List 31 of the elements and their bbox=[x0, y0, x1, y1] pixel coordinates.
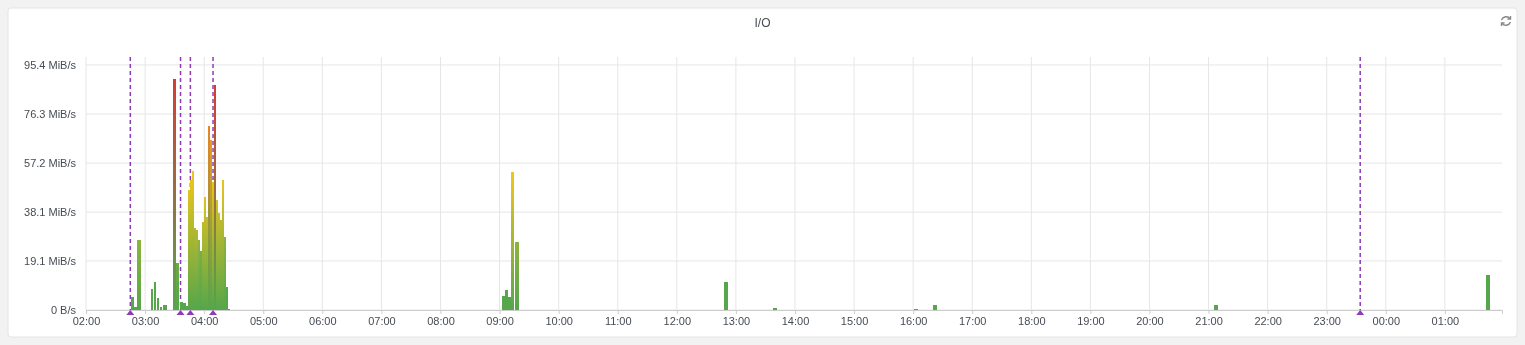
x-tick-label: 17:00 bbox=[958, 314, 987, 327]
x-tick-label: 18:00 bbox=[1018, 314, 1046, 327]
x-tick-label: 04:00 bbox=[190, 314, 219, 327]
x-tick-label: 07:00 bbox=[368, 314, 396, 327]
x-tick-label: 21:00 bbox=[1195, 314, 1223, 327]
x-tick-label: 11:00 bbox=[604, 314, 632, 327]
x-tick-label: 06:00 bbox=[309, 314, 337, 327]
x-tick-label: 12:00 bbox=[663, 314, 692, 327]
x-tick-label: 22:00 bbox=[1254, 314, 1282, 327]
x-tick-label: 15:00 bbox=[840, 314, 869, 327]
x-tick-label: 00:00 bbox=[1372, 314, 1401, 327]
x-tick-label: 05:00 bbox=[249, 314, 278, 327]
x-tick-label: 19:00 bbox=[1077, 314, 1105, 327]
x-tick-label: 03:00 bbox=[131, 314, 160, 327]
x-tick-label: 09:00 bbox=[486, 314, 514, 327]
chart-title: I/O bbox=[754, 16, 771, 30]
x-tick-label: 14:00 bbox=[781, 314, 810, 327]
x-tick-label: 16:00 bbox=[899, 314, 928, 327]
x-tick-label: 13:00 bbox=[722, 314, 751, 327]
x-tick-label: 01:00 bbox=[1431, 314, 1460, 327]
x-tick-label: 10:00 bbox=[545, 314, 573, 327]
x-tick-label: 20:00 bbox=[1136, 314, 1164, 327]
y-tick-label: 95.4 MiB/s bbox=[24, 58, 77, 71]
y-tick-label: 38.1 MiB/s bbox=[24, 206, 77, 219]
y-tick-label: 76.3 MiB/s bbox=[24, 108, 77, 121]
x-tick-label: 08:00 bbox=[427, 314, 455, 327]
y-tick-label: 0 B/s bbox=[50, 304, 77, 317]
y-tick-label: 57.2 MiB/s bbox=[24, 157, 77, 170]
x-tick-label: 02:00 bbox=[72, 314, 101, 327]
x-tick-label: 23:00 bbox=[1313, 314, 1341, 327]
y-tick-label: 19.1 MiB/s bbox=[24, 254, 77, 267]
